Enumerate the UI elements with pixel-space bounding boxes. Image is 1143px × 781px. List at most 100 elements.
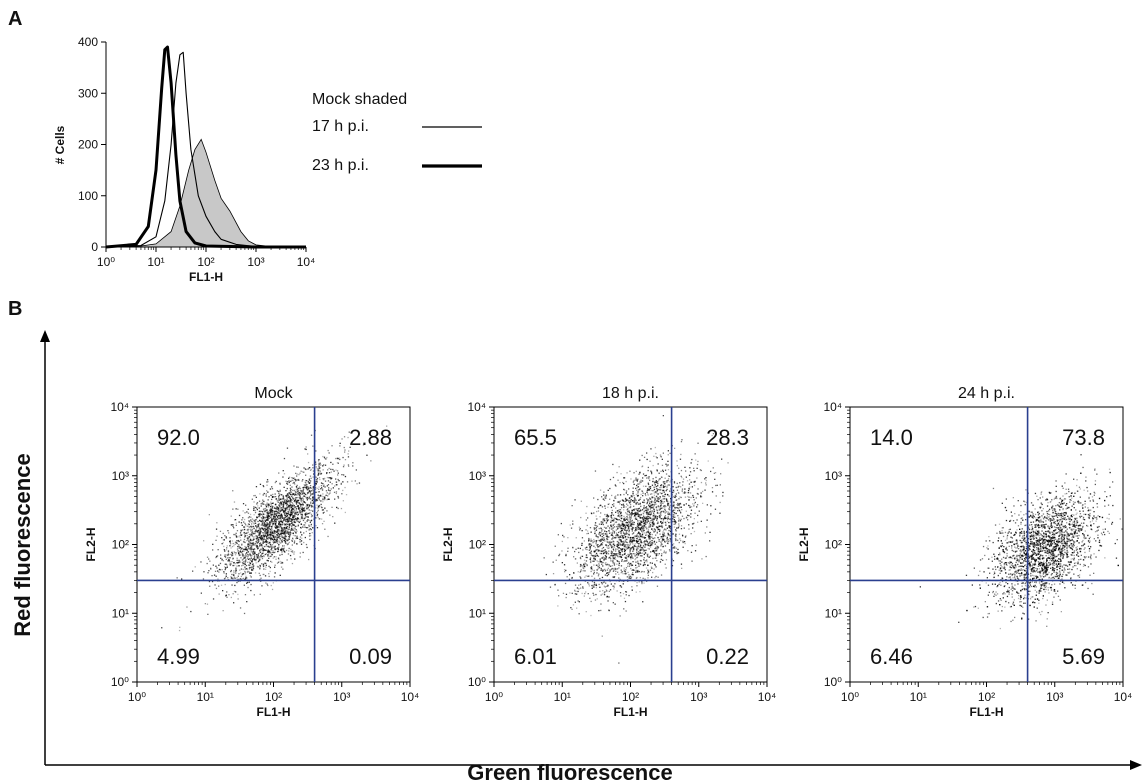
scatter-point (585, 512, 587, 514)
scatter-point (290, 548, 292, 550)
scatter-point (710, 470, 712, 473)
scatter-point (251, 528, 253, 530)
scatter-point (231, 573, 233, 576)
scatter-point (633, 569, 635, 571)
scatter-point (608, 550, 610, 552)
scatter-point (244, 548, 246, 551)
scatter-point (615, 517, 617, 520)
scatter-point (605, 555, 607, 557)
scatter-point (583, 559, 586, 561)
scatter-point (639, 459, 641, 461)
scatter-point (640, 545, 642, 547)
scatter-point (653, 507, 655, 510)
scatter-point (265, 564, 267, 566)
scatter-point (638, 514, 640, 516)
scatter-point (270, 549, 272, 551)
scatter-point (246, 557, 249, 559)
scatter-point (289, 533, 292, 536)
scatter-point (647, 520, 649, 522)
scatter-point (610, 552, 612, 555)
scatter-point (615, 485, 617, 487)
scatter-point (286, 483, 289, 485)
scatter-point (680, 503, 682, 505)
scatter-point (636, 503, 638, 505)
scatter-point (647, 469, 649, 472)
scatter-point (244, 566, 246, 568)
scatter-point (239, 569, 241, 571)
scatter-point (615, 570, 617, 572)
scatter-point (312, 510, 314, 512)
scatter-point (599, 552, 601, 555)
scatter-point (644, 541, 646, 543)
scatter-point (636, 549, 638, 551)
scatter-point (642, 517, 644, 519)
scatter-point (270, 547, 272, 549)
scatter-point (261, 522, 263, 524)
scatter-point (299, 492, 301, 494)
scatter-point (257, 536, 259, 538)
scatter-point (271, 529, 273, 531)
scatter-point (586, 564, 588, 567)
scatter-point (215, 528, 218, 530)
scatter-point (632, 481, 634, 483)
scatter-point (257, 539, 260, 541)
scatter-point (307, 519, 309, 521)
scatter-point (254, 531, 256, 533)
scatter-point (266, 519, 268, 521)
scatter-point (606, 535, 608, 537)
scatter-point (587, 582, 589, 584)
scatter-point (258, 572, 260, 574)
scatter-point (654, 528, 656, 531)
scatter-point (622, 524, 624, 526)
scatter-point (293, 540, 296, 542)
scatter-point (310, 509, 312, 512)
scatter-point (605, 497, 607, 499)
scatter-point (339, 458, 341, 461)
scatter-point (670, 525, 672, 527)
scatter-point (292, 492, 294, 494)
scatter-point (265, 540, 267, 543)
scatter-point (667, 539, 669, 541)
scatter-point (285, 527, 288, 530)
scatter-point (322, 499, 324, 501)
scatter-point (285, 513, 288, 515)
scatter-point (239, 554, 241, 556)
scatter-point (260, 544, 262, 547)
scatter-point (275, 536, 277, 538)
scatter-point (336, 470, 339, 472)
scatter-point (280, 516, 282, 518)
scatter-point (247, 581, 249, 584)
scatter-point (613, 531, 615, 533)
scatter-point (600, 521, 602, 523)
scatter-point (271, 544, 274, 546)
scatter-point (249, 521, 251, 523)
scatter-point (348, 431, 350, 433)
scatter-point (620, 473, 622, 475)
scatter-point (312, 464, 314, 466)
scatter-point (603, 491, 605, 493)
scatter-point (256, 531, 258, 533)
scatter-point (608, 541, 610, 543)
scatter-point (640, 520, 642, 522)
scatter-point (281, 509, 283, 511)
scatter-point (602, 565, 604, 567)
scatter-point (264, 519, 267, 522)
scatter-point (635, 569, 637, 571)
scatter-point (636, 479, 638, 481)
scatter-point (594, 551, 596, 553)
scatter-point (317, 509, 319, 511)
scatter-point (630, 506, 632, 508)
scatter-point (326, 485, 328, 487)
scatter-point (647, 535, 649, 537)
scatter-point (259, 538, 262, 540)
scatter-point (609, 571, 611, 573)
scatter-point (318, 462, 320, 464)
scatter-point (646, 522, 648, 524)
scatter-point (278, 525, 281, 527)
scatter-point (641, 465, 644, 467)
scatter-point (202, 578, 205, 580)
scatter-point (322, 469, 324, 471)
scatter-point (266, 519, 268, 522)
scatter-point (668, 508, 670, 510)
scatter-point (306, 487, 308, 489)
